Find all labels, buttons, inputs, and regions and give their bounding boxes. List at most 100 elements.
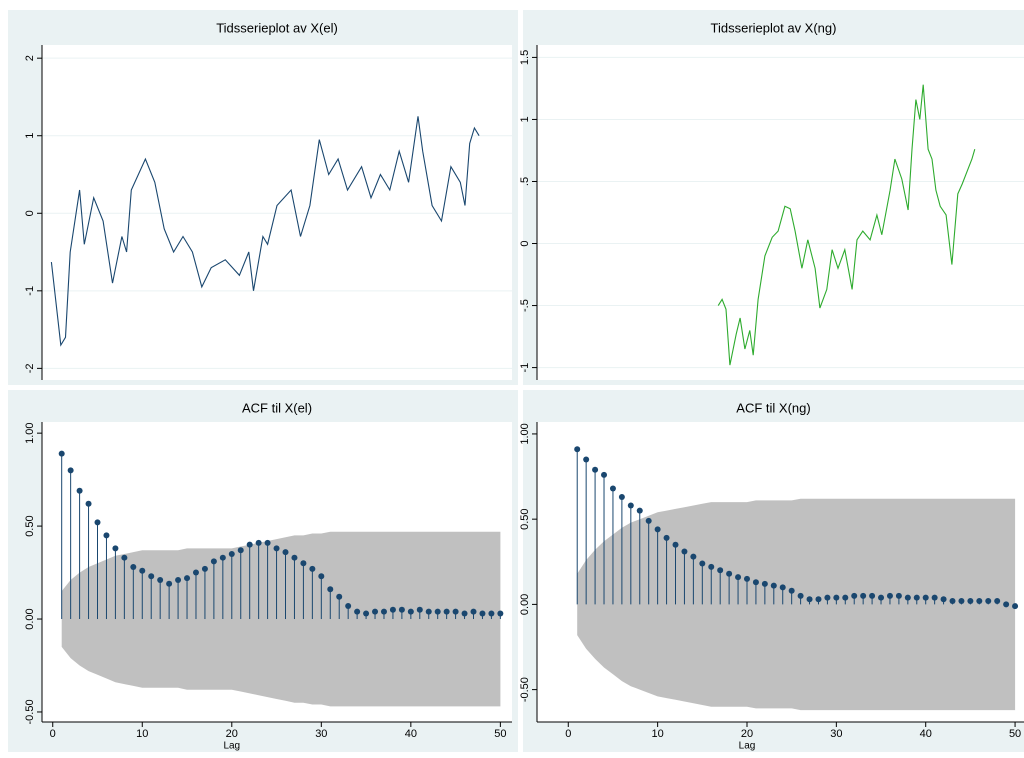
- stem-marker: [994, 597, 1001, 604]
- stem-marker: [327, 586, 334, 593]
- stem-marker: [699, 560, 706, 567]
- x-tick-label: 10: [136, 728, 148, 740]
- x-tick-label: 0: [565, 728, 571, 740]
- stem-marker: [636, 507, 643, 514]
- stem-marker: [228, 550, 235, 557]
- y-tick-label: -0.50: [519, 677, 531, 702]
- stem-marker: [833, 594, 840, 601]
- chart-title: Tidsserieplot av X(el): [216, 20, 338, 35]
- stem-marker: [985, 597, 992, 604]
- stem-marker: [380, 608, 387, 615]
- x-tick-label: 40: [405, 728, 417, 740]
- stem-marker: [663, 534, 670, 541]
- stem-marker: [488, 610, 495, 617]
- stem-marker: [726, 570, 733, 577]
- stem-marker: [148, 573, 155, 580]
- x-tick-label: 0: [50, 728, 56, 740]
- stem-marker: [184, 575, 191, 582]
- stem-marker: [434, 608, 441, 615]
- chart-title: ACF til X(ng): [736, 400, 810, 415]
- stem-marker: [452, 608, 459, 615]
- stem-marker: [672, 541, 679, 548]
- y-tick-label: -1: [24, 286, 36, 296]
- stem-marker: [779, 584, 786, 591]
- stem-marker: [654, 526, 661, 533]
- stem-marker: [255, 539, 262, 546]
- stem-marker: [842, 594, 849, 601]
- stem-marker: [479, 610, 486, 617]
- stem-marker: [949, 597, 956, 604]
- y-tick-label: 0: [519, 240, 531, 246]
- stem-marker: [609, 485, 616, 492]
- x-tick-label: 50: [1009, 728, 1021, 740]
- y-tick-label: 1.5: [519, 50, 531, 65]
- stem-marker: [958, 597, 965, 604]
- stem-marker: [94, 519, 101, 526]
- stem-marker: [282, 549, 289, 556]
- stem-marker: [67, 467, 74, 474]
- stem-marker: [58, 450, 65, 457]
- stem-marker: [788, 587, 795, 594]
- stem-marker: [291, 554, 298, 561]
- stem-marker: [922, 594, 929, 601]
- stem-marker: [851, 592, 858, 599]
- stem-marker: [708, 563, 715, 570]
- stem-marker: [219, 554, 226, 561]
- stem-marker: [1003, 601, 1010, 608]
- stem-marker: [913, 594, 920, 601]
- stem-marker: [743, 575, 750, 582]
- plot-area: [537, 45, 1024, 380]
- stem-marker: [690, 553, 697, 560]
- y-tick-label: 1: [24, 133, 36, 139]
- stem-marker: [470, 608, 477, 615]
- stem-marker: [398, 606, 405, 613]
- stem-marker: [318, 573, 325, 580]
- stem-marker: [354, 608, 361, 615]
- stem-marker: [976, 597, 983, 604]
- stem-marker: [717, 567, 724, 574]
- stem-marker: [797, 592, 804, 599]
- y-tick-label: 0.50: [519, 508, 531, 529]
- stem-marker: [363, 610, 370, 617]
- stem-marker: [389, 606, 396, 613]
- stem-marker: [192, 569, 199, 576]
- x-axis-label: Lag: [223, 741, 240, 752]
- stem-marker: [1012, 603, 1019, 610]
- stem-marker: [345, 603, 352, 610]
- stem-marker: [443, 608, 450, 615]
- stem-marker: [878, 594, 885, 601]
- stem-marker: [770, 582, 777, 589]
- stem-marker: [166, 580, 173, 587]
- stem-marker: [210, 558, 217, 565]
- stem-marker: [372, 608, 379, 615]
- stem-marker: [618, 494, 625, 500]
- stem-marker: [121, 554, 128, 561]
- stem-marker: [139, 567, 146, 574]
- y-tick-label: -1: [519, 363, 531, 373]
- plot-area: [42, 45, 512, 380]
- stem-marker: [112, 545, 119, 552]
- x-tick-label: 30: [315, 728, 327, 740]
- stem-marker: [904, 594, 911, 601]
- y-tick-label: 0.50: [24, 515, 36, 536]
- y-tick-label: -.5: [519, 299, 531, 312]
- stem-marker: [940, 596, 947, 603]
- y-tick-label: .5: [519, 177, 531, 186]
- stem-marker: [860, 592, 867, 599]
- y-tick-label: 1.00: [24, 422, 36, 443]
- stem-marker: [806, 596, 813, 603]
- x-axis-label: Lag: [739, 741, 756, 752]
- stem-marker: [592, 466, 599, 473]
- stem-marker: [761, 580, 768, 587]
- stem-marker: [300, 560, 307, 567]
- stem-marker: [273, 545, 280, 552]
- stem-marker: [246, 541, 253, 548]
- y-tick-label: 0: [24, 210, 36, 216]
- stem-marker: [309, 565, 316, 572]
- stem-marker: [681, 548, 688, 555]
- stem-marker: [416, 606, 423, 613]
- stem-marker: [407, 608, 414, 615]
- x-tick-label: 50: [494, 728, 506, 740]
- stem-marker: [627, 502, 634, 509]
